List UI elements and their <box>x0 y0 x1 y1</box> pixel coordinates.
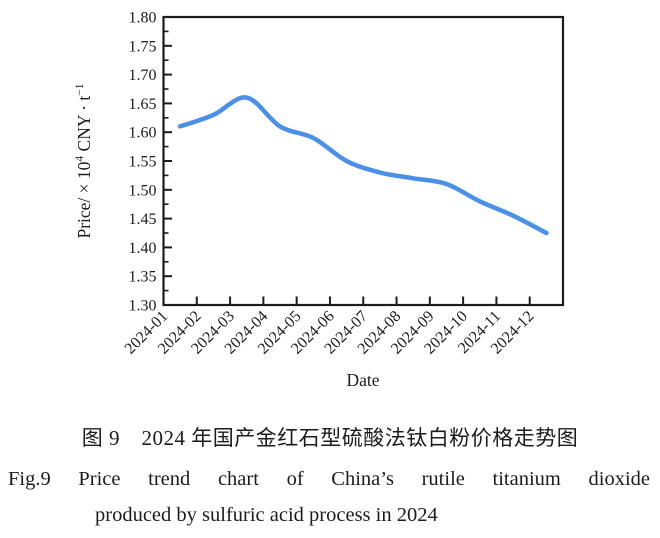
figure-caption-chinese: 图 9 2024 年国产金红石型硫酸法钛白粉价格走势图 <box>81 426 579 450</box>
y-tick-label: 1.70 <box>129 67 157 84</box>
y-tick-label: 1.30 <box>129 298 157 315</box>
y-axis-title: Price/ × 104 CNY · t−1 <box>74 83 94 238</box>
y-tick-label: 1.40 <box>129 240 157 257</box>
y-tick-label: 1.55 <box>129 154 157 171</box>
y-tick-label: 1.35 <box>129 269 157 286</box>
price-trend-chart: 1.30 1.35 1.40 1.45 1.50 1.55 1.60 1.65 1.70 1.75… <box>74 10 565 390</box>
y-tick-label: 1.80 <box>129 10 157 27</box>
y-tick-label: 1.50 <box>129 182 157 199</box>
x-axis-ticks <box>162 296 531 305</box>
y-axis-tick-labels: 1.30 1.35 1.40 1.45 1.50 1.55 1.60 1.65 1.70 1.75… <box>129 10 157 315</box>
chart-canvas: 1.30 1.35 1.40 1.45 1.50 1.55 1.60 1.65 1.70 1.75… <box>74 10 565 390</box>
figure-caption-english-line2: produced by sulfuric acid process in 202… <box>95 504 438 526</box>
y-axis-major-ticks <box>163 16 172 306</box>
plot-area-border <box>162 15 565 307</box>
x-axis-tick-labels: 2024-012024-022024-032024-042024-052024-… <box>122 308 538 358</box>
y-tick-label: 1.60 <box>129 125 157 142</box>
x-axis-title: Date <box>346 370 379 390</box>
figure-caption-english-line1: Fig.9 Price trend chart of China’s rutil… <box>8 468 650 490</box>
y-axis-minor-ticks <box>163 30 169 292</box>
y-tick-label: 1.65 <box>129 96 157 113</box>
price-line-series <box>177 95 549 236</box>
y-tick-label: 1.75 <box>129 38 157 55</box>
y-tick-label: 1.45 <box>129 211 157 228</box>
